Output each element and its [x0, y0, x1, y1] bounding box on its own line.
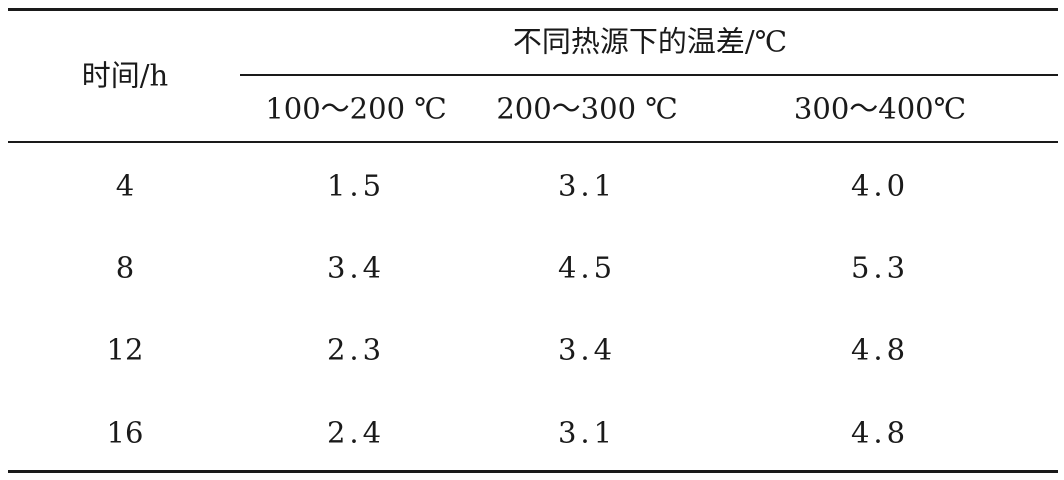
column-header-3: 300～400℃: [793, 91, 967, 126]
value-cell: 5.3: [850, 250, 910, 285]
time-cell: 12: [106, 332, 144, 367]
value-cell: 4.0: [850, 168, 910, 203]
header-rule: [8, 141, 1058, 143]
time-column-header: 时间/h: [81, 58, 169, 93]
group-rule: [240, 74, 1058, 76]
value-cell: 3.4: [326, 250, 386, 285]
top-rule: [8, 8, 1058, 11]
group-header: 不同热源下的温差/℃: [512, 24, 788, 59]
value-cell: 2.4: [326, 415, 386, 450]
bottom-rule: [8, 470, 1058, 473]
value-cell: 3.1: [557, 415, 617, 450]
column-header-1: 100～200 ℃: [265, 91, 447, 126]
time-cell: 16: [106, 415, 144, 450]
value-cell: 3.1: [557, 168, 617, 203]
value-cell: 4.5: [557, 250, 617, 285]
value-cell: 4.8: [850, 332, 910, 367]
time-cell: 4: [115, 168, 135, 203]
value-cell: 4.8: [850, 415, 910, 450]
value-cell: 1.5: [326, 168, 386, 203]
value-cell: 3.4: [557, 332, 617, 367]
value-cell: 2.3: [326, 332, 386, 367]
time-cell: 8: [115, 250, 135, 285]
column-header-2: 200～300 ℃: [496, 91, 678, 126]
